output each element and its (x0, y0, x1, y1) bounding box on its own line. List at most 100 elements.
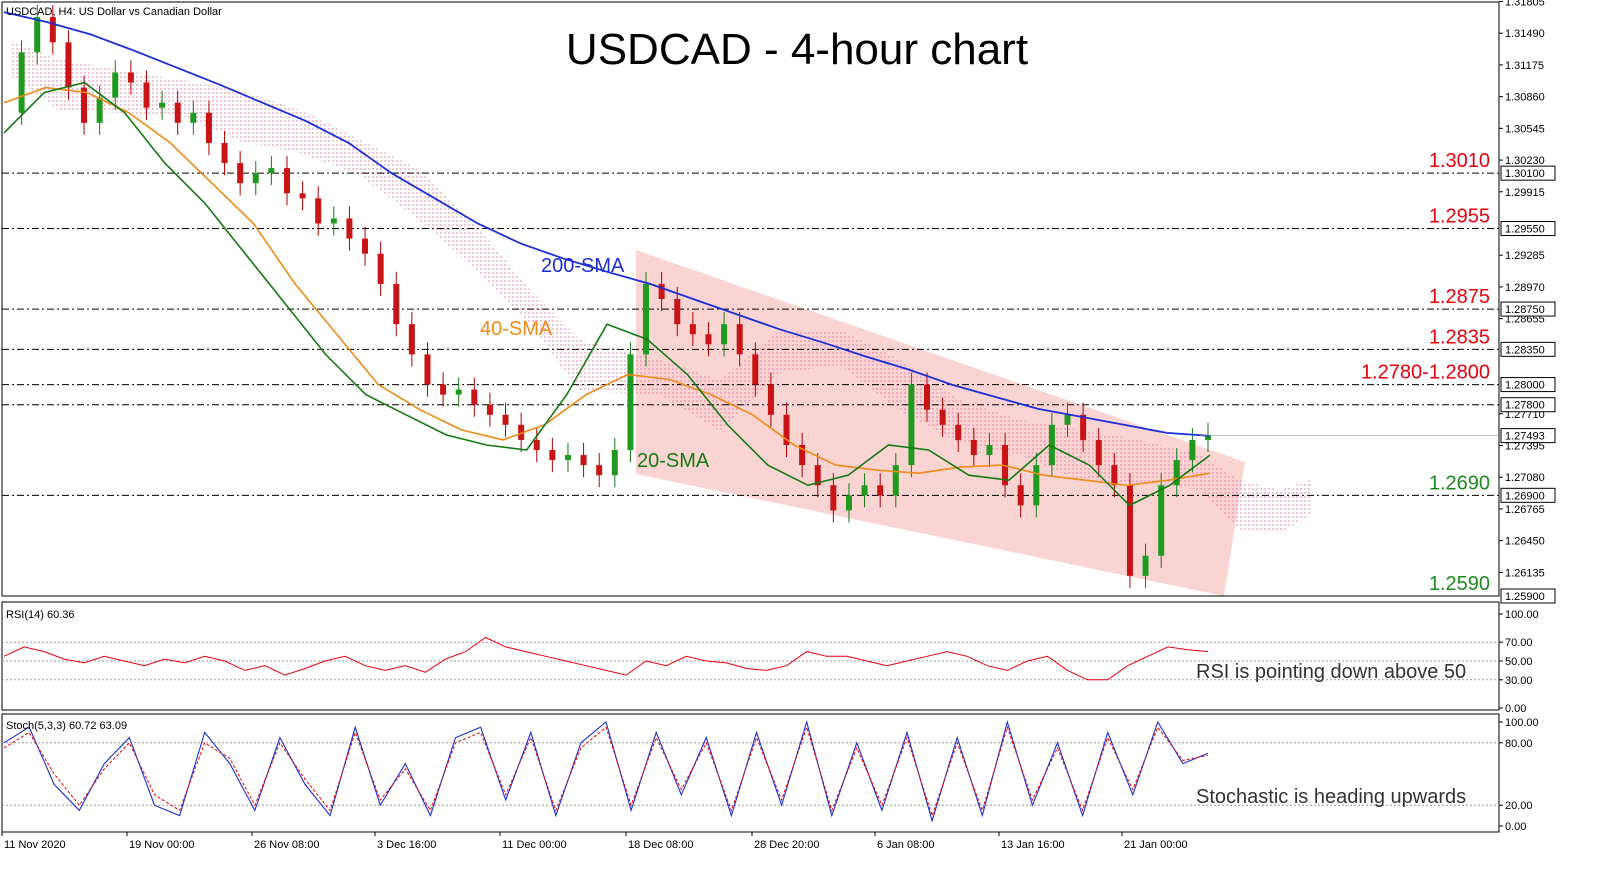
price-box (1500, 221, 1556, 237)
candle-body (299, 193, 306, 199)
price-box (1500, 588, 1556, 604)
stoch-caption: Stoch(5,3,3) 60.72 63.09 (6, 720, 127, 732)
level-label: 1.2690 (1429, 472, 1490, 494)
price-tick-label: 1.27080 (1505, 472, 1545, 484)
price-tick-label: 1.26135 (1505, 567, 1545, 579)
candle-body (252, 173, 259, 184)
candle-body (970, 439, 977, 456)
time-tick-label: 19 Nov 00:00 (129, 839, 194, 851)
candle-body (658, 283, 665, 299)
candle-body (393, 283, 400, 325)
candle-body (596, 465, 603, 476)
stoch-panel-frame (1, 713, 1500, 833)
price-tick-label: 1.29915 (1505, 187, 1545, 199)
candle-body (471, 389, 478, 405)
candle-body (424, 354, 431, 385)
candle-body (814, 465, 821, 486)
price-tick-label: 1.30230 (1505, 155, 1545, 167)
grid-layer (1, 1, 1500, 833)
price-tick-label: 1.26450 (1505, 536, 1545, 548)
candle-body (330, 218, 337, 224)
stoch-tick-label: 0.00 (1505, 821, 1526, 833)
candle-body (1158, 485, 1165, 556)
sma200-label: 200-SMA (541, 255, 625, 277)
price-tick-label: 1.30860 (1505, 92, 1545, 104)
candle-body (221, 142, 228, 164)
stoch-tick-label: 80.00 (1505, 738, 1533, 750)
candle-body (783, 414, 790, 445)
time-tick-label: 13 Jan 16:00 (1001, 839, 1065, 851)
time-tick-label: 11 Nov 2020 (4, 839, 66, 851)
candle-body (346, 218, 353, 239)
candle-body (924, 384, 931, 410)
chart-title: USDCAD - 4-hour chart (566, 25, 1028, 74)
price-box-label: 1.25900 (1505, 591, 1545, 603)
candle-body (580, 455, 587, 466)
sma40-line (3, 86, 1211, 487)
candle-body (611, 450, 618, 476)
candle-body (627, 354, 634, 451)
level-label: 1.3010 (1429, 150, 1490, 172)
ichimoku-cloud (10, 40, 1310, 533)
time-tick-label: 6 Jan 08:00 (877, 839, 935, 851)
price-tick-label: 1.29285 (1505, 250, 1545, 262)
candle-body (127, 72, 134, 83)
series-layer (3, 5, 1499, 588)
sma20-line (3, 81, 1211, 507)
rsi-tick-label: 100.00 (1505, 609, 1539, 621)
candle-body (549, 450, 556, 461)
candle-body (362, 238, 369, 254)
level-label: 1.2955 (1429, 206, 1490, 228)
candle-body (440, 384, 447, 395)
candle-body (1126, 485, 1133, 576)
candle-body (1080, 414, 1087, 440)
rsi-line (3, 636, 1209, 681)
candle-body (34, 17, 41, 53)
candle-body (1205, 434, 1211, 440)
candle-body (455, 389, 462, 395)
candle-body (518, 424, 525, 440)
candle-body (1017, 485, 1024, 506)
price-box-label: 1.26900 (1505, 490, 1545, 502)
price-tick-label: 1.31490 (1505, 28, 1545, 40)
price-tick-label: 1.27395 (1505, 440, 1545, 452)
indicator-panels-layer: 100.00 70.00 50.00 30.00 0.00 100.00 80.00 20.0… (2, 609, 1539, 833)
rsi-panel-frame (1, 601, 1500, 711)
price-tick-label: 1.31805 (1505, 0, 1545, 8)
candle-body (112, 72, 119, 98)
time-tick-label: 26 Nov 08:00 (254, 839, 319, 851)
candle-body (736, 324, 743, 355)
price-box (1500, 487, 1556, 503)
candle-body (1033, 465, 1040, 506)
level-label: 1.2780-1.2800 (1361, 362, 1490, 384)
stoch-annotation: Stochastic is heading upwards (1196, 786, 1466, 808)
candle-body (533, 439, 540, 451)
candle-body (1064, 414, 1071, 425)
level-lines-layer: 1.3010 1.2955 1.2875 1.2835 1.2780-1.2800 1.2… (2, 150, 1499, 597)
rsi-tick-label: 70.00 (1505, 637, 1533, 649)
candle-body (502, 414, 509, 425)
candle-body (643, 283, 650, 355)
price-tick-label: 1.31175 (1505, 60, 1544, 72)
candle-body (845, 495, 852, 511)
candle-body (18, 52, 25, 113)
candle-body (705, 334, 712, 345)
candle-body (237, 163, 244, 184)
candle-body (986, 444, 993, 456)
candle-body (190, 112, 197, 123)
candle-body (1189, 439, 1196, 461)
candle-body (283, 168, 290, 194)
sma20-label: 20-SMA (637, 450, 710, 472)
price-box (1500, 165, 1556, 181)
time-tick-label: 11 Dec 00:00 (502, 839, 567, 851)
candle-body (486, 404, 493, 415)
candle-body (1095, 439, 1102, 466)
price-tick-label: 1.28655 (1505, 314, 1545, 326)
candle-body (877, 485, 884, 496)
candle-body (81, 87, 88, 123)
stoch-tick-label: 20.00 (1505, 800, 1533, 812)
sma40-label: 40-SMA (480, 318, 553, 340)
candle-body (65, 42, 72, 88)
ichimoku-cloud-layer (10, 40, 1310, 533)
price-box-label: 1.27800 (1505, 400, 1545, 412)
